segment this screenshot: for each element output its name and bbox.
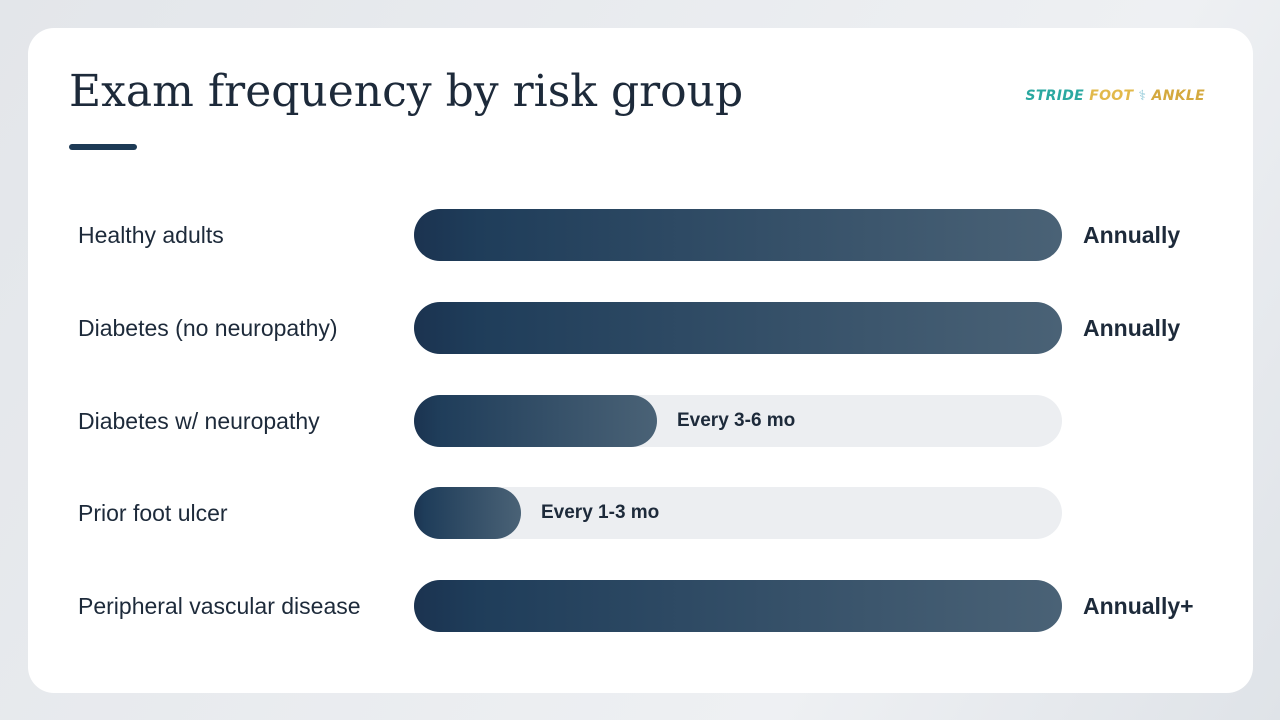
brand-word-ankle: ANKLE — [1151, 88, 1205, 104]
bar-track — [414, 487, 1062, 539]
category-label: Healthy adults — [78, 222, 224, 248]
brand-word-foot: FOOT — [1089, 88, 1134, 104]
value-label: Every 1-3 mo — [541, 502, 660, 523]
chart-row: Healthy adults Annually — [28, 209, 1253, 261]
brand-foot-icon: ⚕ — [1138, 88, 1147, 104]
chart-row: Prior foot ulcer Every 1-3 mo — [28, 487, 1253, 539]
slide-card: Exam frequency by risk group STRIDE FOOT… — [28, 28, 1253, 693]
title-underline — [69, 144, 137, 150]
chart-row: Diabetes w/ neuropathy Every 3-6 mo — [28, 395, 1253, 447]
category-label: Diabetes w/ neuropathy — [78, 408, 320, 434]
value-label: Annually — [1083, 222, 1181, 248]
bar — [414, 302, 1062, 354]
bar — [414, 487, 521, 539]
value-label: Annually+ — [1083, 593, 1194, 619]
chart-row: Diabetes (no neuropathy) Annually — [28, 302, 1253, 354]
chart-row: Peripheral vascular disease Annually+ — [28, 580, 1253, 632]
category-label: Diabetes (no neuropathy) — [78, 315, 338, 341]
category-label: Peripheral vascular disease — [78, 593, 361, 619]
bar — [414, 395, 657, 447]
bar — [414, 580, 1062, 632]
category-label: Prior foot ulcer — [78, 500, 228, 526]
slide-title: Exam frequency by risk group — [69, 66, 744, 117]
brand-logo: STRIDE FOOT ⚕ ANKLE — [1025, 88, 1205, 104]
value-label: Every 3-6 mo — [677, 410, 796, 431]
bar-chart: Healthy adults Annually Diabetes (no neuro… — [28, 28, 1253, 693]
value-label: Annually — [1083, 315, 1181, 341]
brand-word-stride: STRIDE — [1025, 88, 1085, 104]
bar — [414, 209, 1062, 261]
